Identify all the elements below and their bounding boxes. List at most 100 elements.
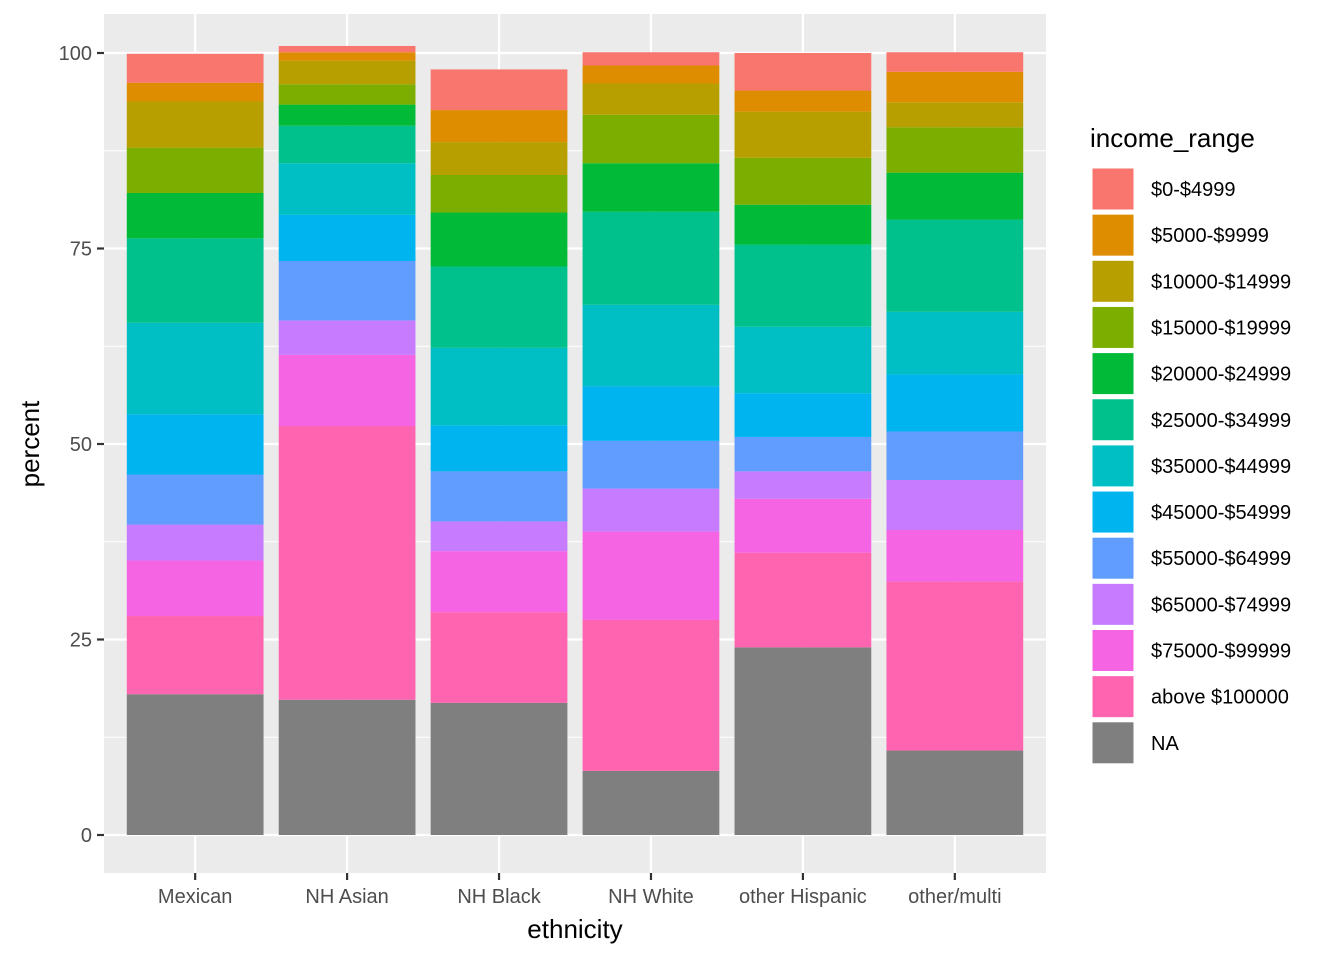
bar-segment (734, 552, 872, 648)
bar-segment (278, 261, 416, 321)
bar-segment (278, 60, 416, 85)
bar-segment (734, 498, 872, 553)
bar-segment (582, 386, 720, 441)
bar-segment (886, 311, 1024, 375)
x-axis-title: ethnicity (527, 914, 622, 944)
legend-key (1091, 213, 1135, 257)
bar-segment (886, 750, 1024, 835)
bar-segment (278, 163, 416, 215)
legend-label: $65000-$74999 (1151, 594, 1291, 616)
bar-segment (430, 471, 568, 522)
bar-segment (126, 616, 264, 695)
bar-segment (886, 219, 1024, 312)
legend-key (1091, 167, 1135, 211)
y-tick-label: 50 (70, 434, 92, 456)
bar-segment (734, 471, 872, 499)
bar-segment (734, 157, 872, 205)
bar-segment (278, 45, 416, 53)
bar-segment (582, 770, 720, 835)
bar-segment (886, 374, 1024, 432)
y-axis: 0 25 50 75 100 (59, 43, 104, 847)
bar-segment (278, 84, 416, 105)
x-tick-label: NH Black (457, 886, 541, 908)
bar-segment (126, 560, 264, 617)
bar-segment (582, 619, 720, 771)
bar-segment (278, 320, 416, 355)
x-axis: Mexican NH Asian NH Black NH White other His… (158, 873, 1002, 908)
legend-label: $0-$4999 (1151, 179, 1236, 201)
bar-segment (734, 111, 872, 158)
bar-segment (734, 436, 872, 472)
y-tick-label: 75 (70, 239, 92, 261)
x-tick-label: other Hispanic (739, 886, 867, 908)
legend-key (1091, 259, 1135, 303)
y-tick-label: 25 (70, 630, 92, 652)
legend-key (1091, 536, 1135, 580)
bar-segment (430, 612, 568, 703)
legend-key (1091, 629, 1135, 672)
bar-segment (126, 53, 264, 83)
legend-key (1091, 490, 1135, 534)
bar-segment (582, 440, 720, 489)
bar-segment (126, 694, 264, 835)
y-tick-label: 0 (81, 825, 92, 847)
bar-segment (734, 326, 872, 394)
bar-segment (126, 101, 264, 148)
bar-segment (886, 431, 1024, 480)
bar-segment (582, 163, 720, 212)
legend-key (1091, 582, 1135, 626)
bar-segment (430, 212, 568, 267)
bar-segment (582, 65, 720, 84)
bar-segment (886, 52, 1024, 72)
legend-label: NA (1151, 733, 1179, 755)
bar-segment (582, 83, 720, 115)
bar-segment (126, 147, 264, 193)
bar-segment (886, 479, 1024, 531)
bar-segment (734, 90, 872, 112)
x-tick-label: Mexican (158, 886, 232, 908)
x-tick-label: NH Asian (305, 886, 388, 908)
bar-segment (278, 125, 416, 164)
bar-segment (430, 69, 568, 111)
legend-label: above $100000 (1151, 687, 1289, 709)
legend-label: $45000-$54999 (1151, 502, 1291, 524)
bar-segment (126, 238, 264, 323)
bar-segment (430, 142, 568, 175)
bar-segment (886, 172, 1024, 220)
bar-segment (430, 110, 568, 143)
bar-segment (734, 53, 872, 91)
bar-segment (430, 347, 568, 426)
legend-key (1091, 398, 1135, 442)
y-axis-title: percent (15, 400, 45, 487)
bar-segment (582, 114, 720, 164)
bar-segment (886, 581, 1024, 751)
bar-segment (582, 52, 720, 66)
legend-label: $15000-$19999 (1151, 317, 1291, 339)
bar-segment (734, 244, 872, 327)
legend-key (1091, 444, 1135, 488)
legend-label: $5000-$9999 (1151, 225, 1269, 247)
legend-label: $25000-$34999 (1151, 410, 1291, 432)
legend: income_range $0-$4999 $5000-$9999 $10000-$… (1090, 123, 1291, 765)
legend-key (1091, 305, 1135, 349)
bar-segment (582, 211, 720, 305)
legend-title: income_range (1090, 123, 1255, 153)
bars (126, 45, 1024, 835)
bar-segment (886, 102, 1024, 128)
bar-segment (430, 266, 568, 348)
x-tick-label: NH White (608, 886, 694, 908)
legend-label: $75000-$99999 (1151, 641, 1291, 663)
bar-segment (126, 322, 264, 415)
bar-segment (886, 127, 1024, 173)
bar-segment (278, 426, 416, 700)
bar-segment (126, 414, 264, 475)
y-tick-label: 100 (59, 43, 92, 65)
bar-segment (126, 192, 264, 239)
bar-segment (126, 82, 264, 102)
bar-segment (886, 530, 1024, 582)
bar-segment (734, 647, 872, 835)
legend-key (1091, 721, 1135, 765)
bar-segment (734, 204, 872, 245)
